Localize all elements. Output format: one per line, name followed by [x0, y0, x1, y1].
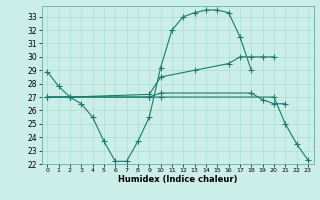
X-axis label: Humidex (Indice chaleur): Humidex (Indice chaleur) — [118, 175, 237, 184]
